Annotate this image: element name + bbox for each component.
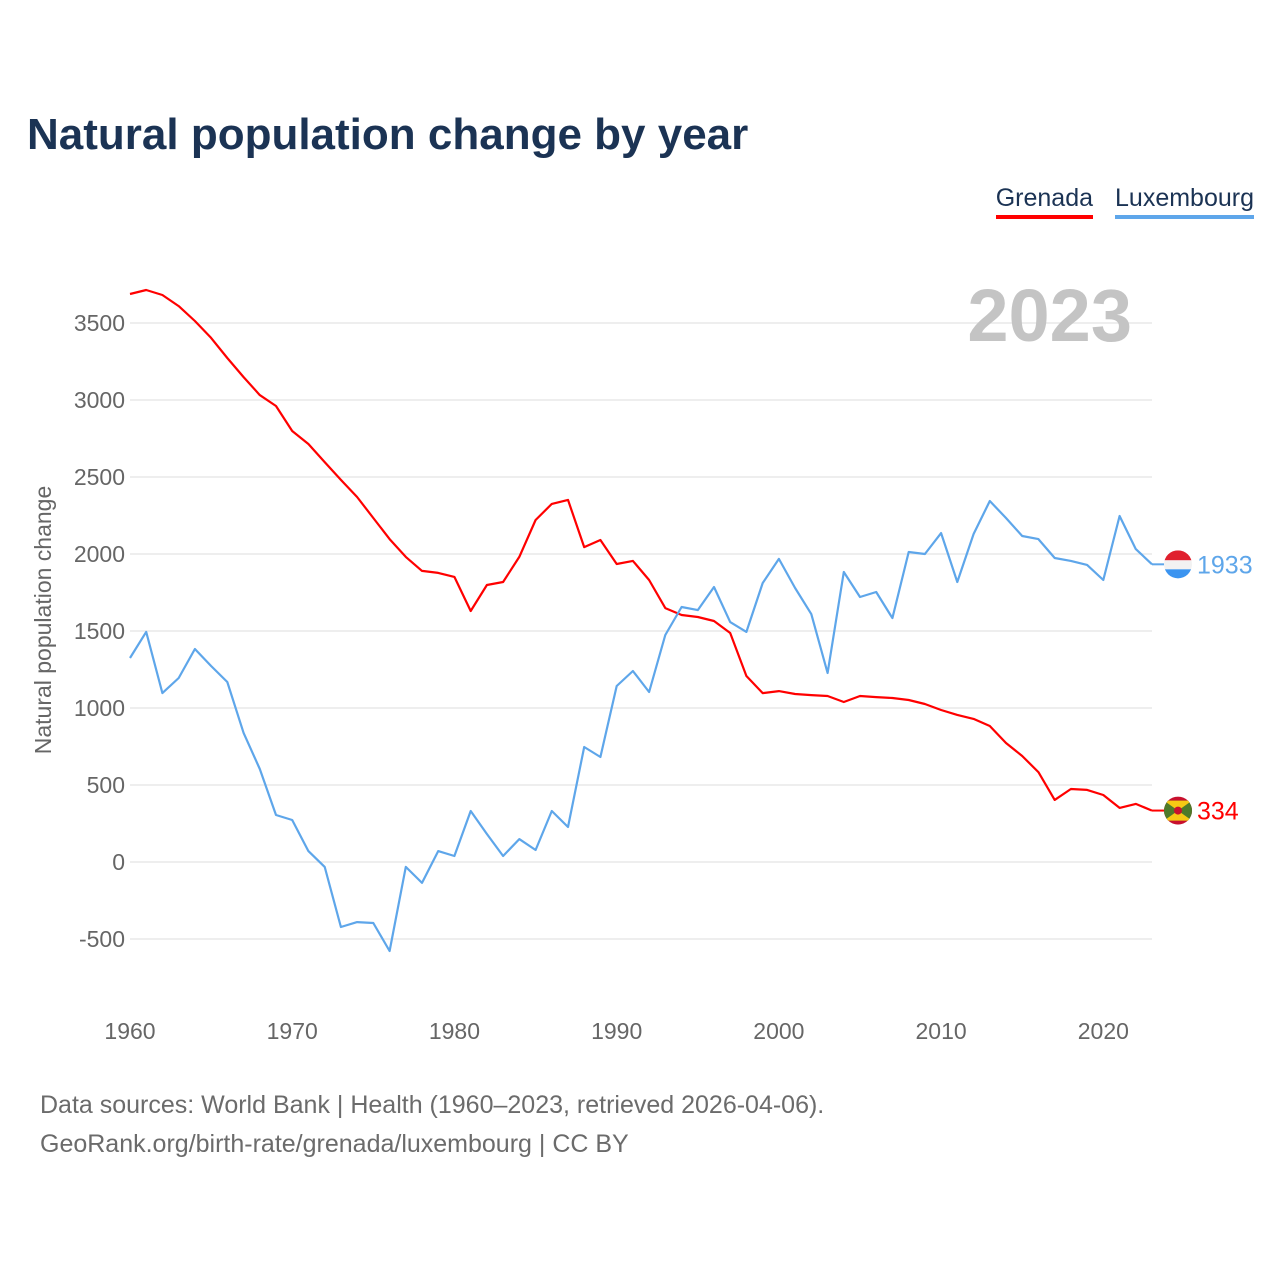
x-tick-label: 1970 [267,1018,318,1044]
y-tick-label: -500 [79,926,125,952]
flag-luxembourg-icon [1164,550,1192,579]
flag-center [1174,806,1182,815]
source-link[interactable]: GeoRank.org/birth-rate/grenada/luxembour… [40,1130,629,1158]
y-tick-label: 500 [87,772,125,798]
flag-grenada-icon [1164,796,1192,825]
end-value-label-luxembourg: 1933 [1197,551,1253,579]
x-tick-label: 1980 [429,1018,480,1044]
flag-yellow [1164,800,1192,811]
flag-stripe [1164,560,1192,570]
legend: Grenada Luxembourg [995,184,1254,219]
y-tick-label: 2500 [74,464,125,490]
y-tick-label: 2000 [74,541,125,567]
y-tick-label: 3000 [74,387,125,413]
flag-stripe [1164,569,1192,579]
flag-yellow [1164,810,1192,821]
chart-title: Natural population change by year [27,110,749,159]
flag-stripe [1164,550,1192,561]
x-tick-label: 1990 [591,1018,642,1044]
flag-body [1164,796,1192,825]
x-tick-label: 1960 [104,1018,155,1044]
legend-item-grenada[interactable]: Grenada [995,184,1094,219]
y-tick-label: 1500 [74,618,125,644]
series-line-luxembourg [129,499,1153,953]
y-axis-label: Natural population change [30,486,56,755]
y-tick-label: 1000 [74,695,125,721]
y-tick-label: 0 [112,849,125,875]
year-watermark: 2023 [967,274,1132,357]
flag-body [1164,550,1192,579]
x-tick-label: 2020 [1078,1018,1129,1044]
footer: Data sources: World Bank | Health (1960–… [40,1086,824,1164]
x-tick-label: 2000 [753,1018,804,1044]
end-value-label-grenada: 334 [1197,798,1239,826]
data-source-text: Data sources: World Bank | Health (1960–… [40,1091,825,1119]
x-tick-label: 2010 [916,1018,967,1044]
legend-item-luxembourg[interactable]: Luxembourg [1115,184,1254,219]
series-line-grenada [129,288,1153,812]
y-tick-label: 3500 [74,310,125,336]
